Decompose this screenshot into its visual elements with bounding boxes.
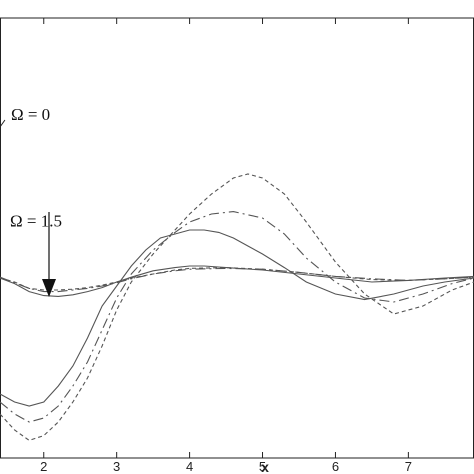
x-tick-label: 3 — [113, 459, 120, 474]
x-tick-label: 7 — [405, 459, 412, 474]
series-line-4 — [0, 229, 474, 407]
series-line-2 — [0, 267, 474, 291]
series-line-3 — [0, 267, 474, 293]
series-line-5 — [0, 211, 474, 423]
series-line-6 — [0, 173, 474, 442]
x-tick-label: 5 — [259, 459, 266, 474]
arrowhead-icon — [42, 279, 56, 297]
x-tick-label: 6 — [332, 459, 339, 474]
annotation-omega-1-5: Ω = 1.5 — [10, 211, 62, 230]
plot-frame — [0, 17, 474, 459]
series-line-1 — [0, 265, 474, 297]
annotation-omega-0: Ω = 0 — [11, 105, 50, 124]
x-tick-label: 4 — [186, 459, 193, 474]
annotation-omega-0-pointer — [0, 119, 6, 128]
x-axis-title: x — [261, 459, 269, 474]
x-tick-label: 2 — [40, 459, 47, 474]
